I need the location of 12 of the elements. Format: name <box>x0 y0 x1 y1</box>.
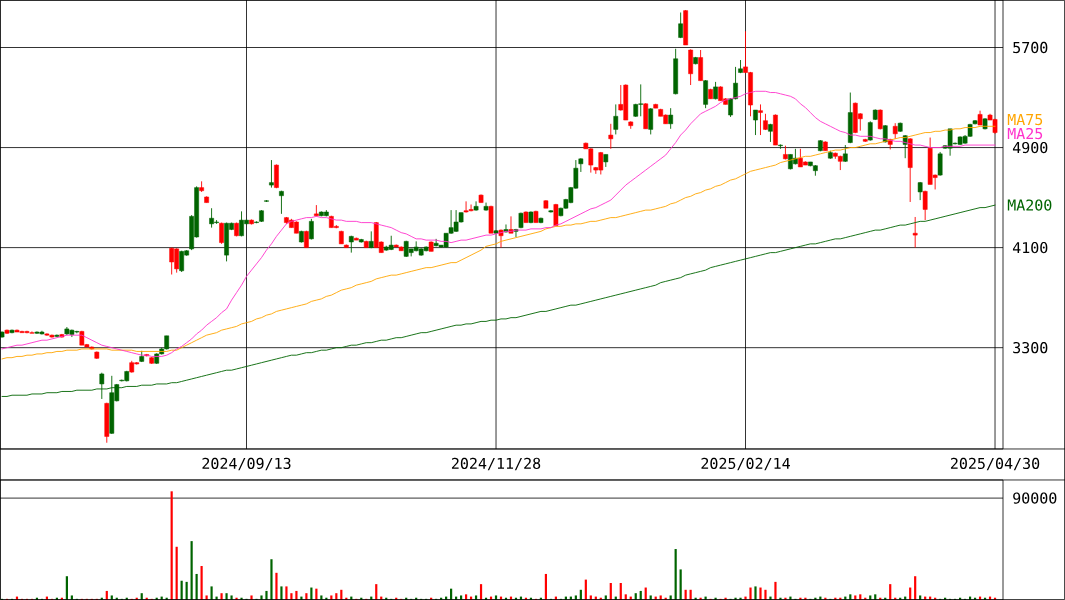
x-tick-label: 2025/04/30 <box>950 457 1040 471</box>
x-tick-label: 2024/09/13 <box>202 457 291 471</box>
series-label: MA25 <box>1007 127 1043 140</box>
y-tick-label: 5700 <box>1013 41 1048 54</box>
x-tick-label: 2024/11/28 <box>451 457 541 471</box>
y-tick-label: 4900 <box>1012 141 1048 154</box>
y-tick-label: 3300 <box>1013 342 1048 354</box>
y-tick-label: 4100 <box>1012 241 1048 254</box>
series-label: MA75 <box>1007 113 1043 126</box>
x-tick-label: 2025/02/14 <box>701 457 790 471</box>
series-label: MA200 <box>1007 199 1052 211</box>
y-tick-label: 90000 <box>1013 492 1057 504</box>
